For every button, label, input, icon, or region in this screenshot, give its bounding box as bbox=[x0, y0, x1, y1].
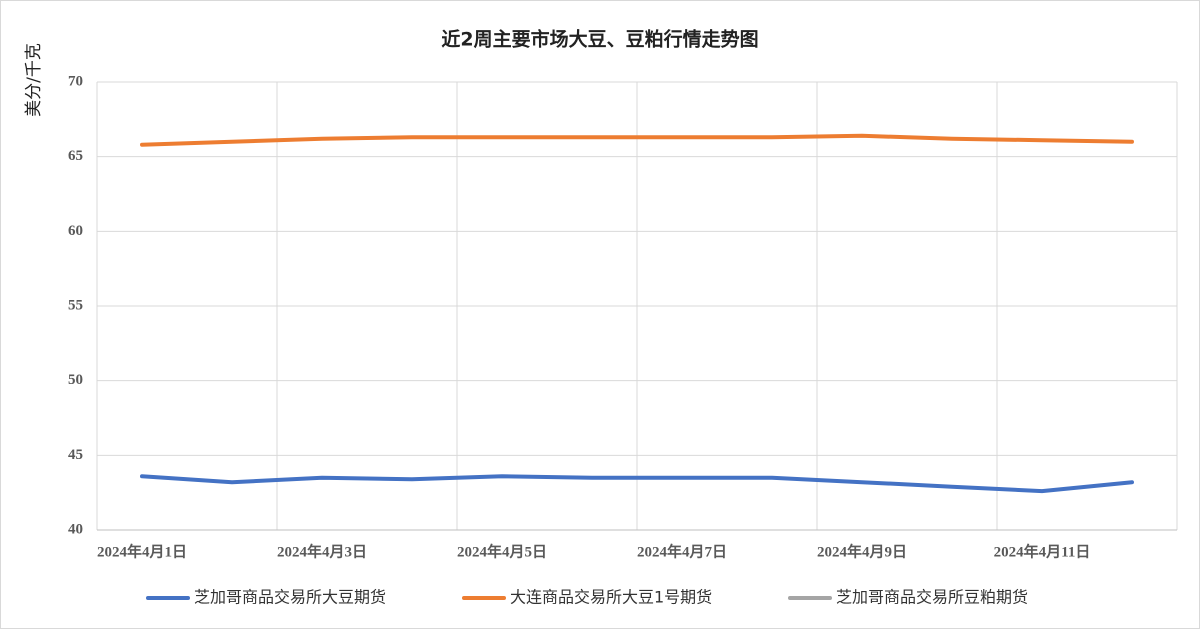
y-tick-label: 60 bbox=[68, 223, 83, 239]
y-tick-label: 70 bbox=[68, 73, 83, 89]
x-tick-label: 2024年4月1日 bbox=[97, 542, 187, 560]
legend-label: 大连商品交易所大豆1号期货 bbox=[510, 588, 712, 607]
y-tick-label: 65 bbox=[68, 148, 83, 164]
series-line bbox=[140, 133, 1134, 147]
y-tick-label: 40 bbox=[68, 521, 83, 537]
x-tick-label: 2024年4月7日 bbox=[637, 542, 727, 560]
x-tick-label: 2024年4月9日 bbox=[817, 542, 907, 560]
x-tick-label: 2024年4月3日 bbox=[277, 542, 367, 560]
legend-label: 芝加哥商品交易所大豆期货 bbox=[194, 588, 386, 607]
legend-label: 芝加哥商品交易所豆粕期货 bbox=[836, 588, 1028, 607]
y-tick-label: 50 bbox=[68, 372, 83, 388]
y-tick-label: 55 bbox=[68, 297, 83, 313]
y-axis-label: 美分/千克 bbox=[24, 43, 44, 117]
x-tick-label: 2024年4月11日 bbox=[994, 542, 1091, 560]
series-line bbox=[140, 474, 1134, 494]
chart-title: 近2周主要市场大豆、豆粕行情走势图 bbox=[441, 28, 758, 51]
x-tick-label: 2024年4月5日 bbox=[457, 542, 547, 560]
y-tick-label: 45 bbox=[68, 447, 83, 463]
